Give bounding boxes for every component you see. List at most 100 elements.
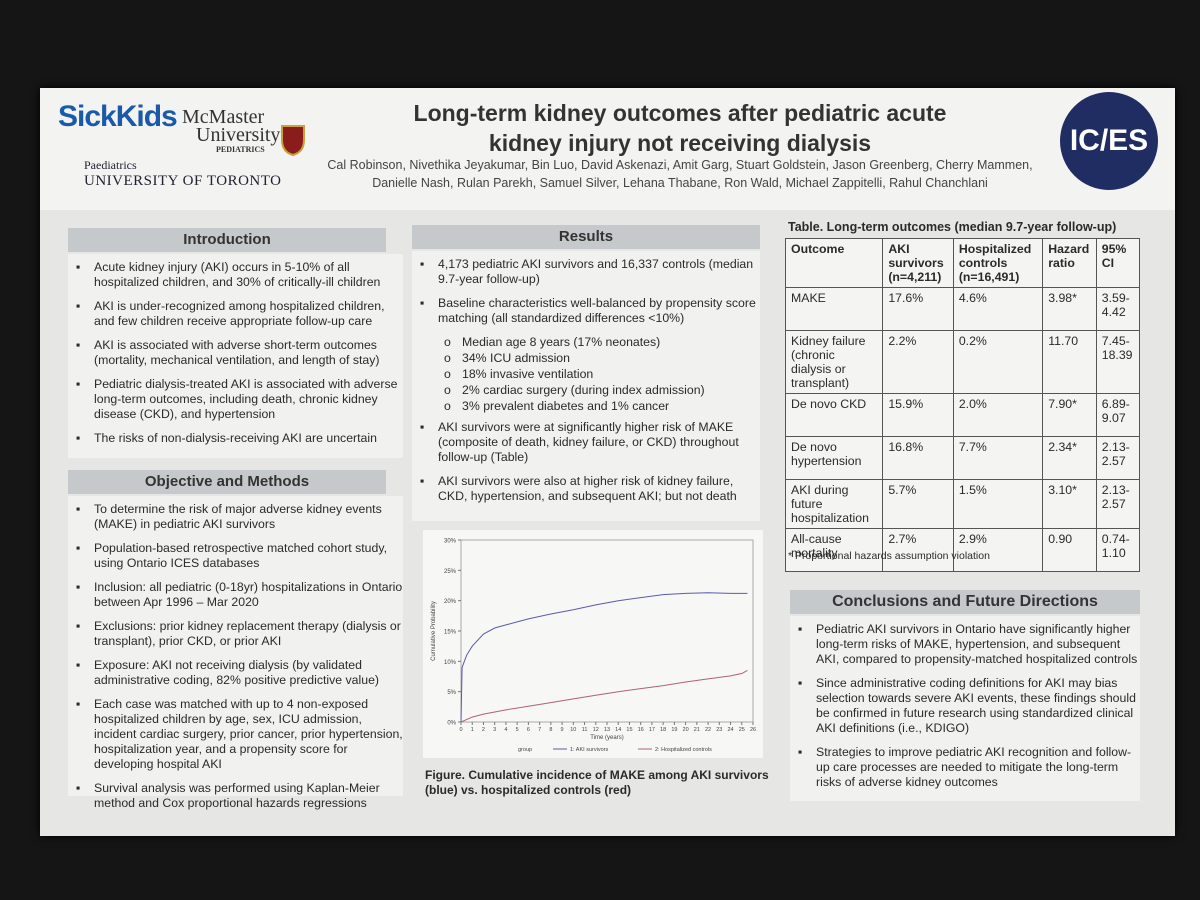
x-tick-label: 6 bbox=[527, 727, 530, 733]
x-tick-label: 8 bbox=[549, 727, 552, 733]
bullet: Baseline characteristics well-balanced b… bbox=[412, 296, 760, 326]
table-cell: AKI during future hospitalization bbox=[784, 479, 884, 529]
section-heading: Introduction bbox=[68, 228, 386, 252]
table-cell: 3.10* bbox=[1042, 479, 1097, 529]
table-cell: 16.8% bbox=[882, 436, 954, 480]
x-tick-label: 13 bbox=[604, 727, 610, 733]
legend-label: 2: Hospitalized controls bbox=[655, 747, 712, 753]
table-cell: 2.7% bbox=[882, 528, 954, 572]
logo-text: University bbox=[196, 124, 281, 146]
x-tick-label: 11 bbox=[582, 727, 588, 733]
y-tick-label: 15% bbox=[444, 630, 457, 636]
table-cell: 2.13-2.57 bbox=[1095, 479, 1141, 529]
bullet: Acute kidney injury (AKI) occurs in 5-10… bbox=[68, 260, 403, 290]
sub-bullet: 18% invasive ventilation bbox=[412, 367, 760, 382]
bullet: To determine the risk of major adverse k… bbox=[68, 502, 403, 532]
line-series bbox=[460, 592, 748, 723]
table-title: Table. Long-term outcomes (median 9.7-ye… bbox=[788, 220, 1117, 234]
x-tick-label: 9 bbox=[561, 727, 564, 733]
table-cell: De novo CKD bbox=[784, 393, 884, 437]
logo-text: McMaster bbox=[182, 106, 265, 128]
table-cell: De novo hypertension bbox=[784, 436, 884, 480]
legend-label: 1: AKI survivors bbox=[570, 747, 608, 753]
bullet: Each case was matched with up to 4 non-e… bbox=[68, 697, 403, 772]
title-line: Long-term kidney outcomes after pediatri… bbox=[413, 100, 947, 126]
table-cell: 0.90 bbox=[1042, 528, 1097, 572]
crest bbox=[281, 125, 305, 156]
author-line: Danielle Nash, Rulan Parekh, Samuel Silv… bbox=[372, 176, 988, 190]
figure: 0%5%10%15%20%25%30%0 1 2 3 4 5 6 7 8 9 10 11 12 13 14 1… bbox=[423, 530, 763, 758]
table-row: De novo CKD 15.9% 2.0% 7.90* 6.89-9.07 bbox=[784, 393, 1141, 437]
bullet: Population-based retrospective matched c… bbox=[68, 541, 403, 571]
table-cell: 11.70 bbox=[1042, 330, 1097, 394]
bullet: Pediatric AKI survivors in Ontario have … bbox=[790, 622, 1140, 667]
table-cell: MAKE bbox=[784, 287, 884, 331]
table-cell: 2.9% bbox=[952, 528, 1044, 572]
table-header-cell: AKI survivors (n=4,211) bbox=[882, 238, 954, 288]
x-tick-label: 24 bbox=[727, 727, 733, 733]
table-cell: 15.9% bbox=[882, 393, 954, 437]
table-row: AKI during future hospitalization 5.7% 1.5… bbox=[784, 479, 1141, 529]
table-cell: 2.0% bbox=[952, 393, 1044, 437]
x-tick-label: 12 bbox=[593, 727, 599, 733]
x-tick-label: 18 bbox=[660, 727, 666, 733]
table-header-cell: Hazard ratio bbox=[1042, 238, 1097, 288]
table-cell: 6.89-9.07 bbox=[1095, 393, 1141, 437]
x-tick-label: 21 bbox=[694, 727, 700, 733]
x-tick-label: 3 bbox=[493, 727, 496, 733]
title: Long-term kidney outcomes after pediatri… bbox=[330, 98, 1030, 158]
x-tick-label: 23 bbox=[716, 727, 722, 733]
table-row: MAKE 17.6% 4.6% 3.98* 3.59-4.42 bbox=[784, 287, 1141, 331]
x-tick-label: 17 bbox=[649, 727, 655, 733]
x-tick-label: 14 bbox=[615, 727, 621, 733]
logo-uoft: Paediatrics UNIVERSITY OF TORONTO bbox=[62, 158, 281, 190]
bullet: AKI survivors were also at higher risk o… bbox=[412, 474, 760, 504]
section-heading: Objective and Methods bbox=[68, 470, 386, 494]
table-cell: Kidney failure (chronic dialysis or tran… bbox=[784, 330, 884, 394]
table-cell: 7.45-18.39 bbox=[1095, 330, 1141, 394]
bullet-list: 4,173 pediatric AKI survivors and 16,337… bbox=[412, 257, 760, 504]
y-axis-label: Cumulative Probability bbox=[431, 601, 437, 661]
sub-bullet: 34% ICU admission bbox=[412, 351, 760, 366]
figure-caption: Figure. Cumulative incidence of MAKE amo… bbox=[425, 768, 769, 797]
table-cell: 3.59-4.42 bbox=[1095, 287, 1141, 331]
x-tick-label: 20 bbox=[683, 727, 689, 733]
bullet: 4,173 pediatric AKI survivors and 16,337… bbox=[412, 257, 760, 287]
table-cell: 2.2% bbox=[882, 330, 954, 394]
x-tick-label: 15 bbox=[626, 727, 632, 733]
logo-sickkids: SickKids bbox=[58, 100, 178, 133]
section-box: To determine the risk of major adverse k… bbox=[68, 496, 403, 810]
x-tick-label: 5 bbox=[516, 727, 519, 733]
table-cell: 0.74-1.10 bbox=[1095, 528, 1141, 572]
x-tick-label: 22 bbox=[705, 727, 711, 733]
table-cell: 7.90* bbox=[1042, 393, 1097, 437]
bullet: AKI is under-recognized among hospitaliz… bbox=[68, 299, 403, 329]
logo-text: PEDIATRICS bbox=[216, 145, 265, 154]
sub-bullet: 2% cardiac surgery (during index admissi… bbox=[412, 383, 760, 398]
section-box: 4,173 pediatric AKI survivors and 16,337… bbox=[412, 251, 760, 521]
table-header-cell: 95% CI bbox=[1095, 238, 1141, 288]
logo-ices: IC/ES bbox=[1060, 92, 1158, 190]
y-tick-label: 0% bbox=[447, 721, 456, 727]
y-tick-label: 20% bbox=[444, 599, 457, 605]
section-box: Pediatric AKI survivors in Ontario have … bbox=[790, 616, 1140, 801]
poster: SickKids McMaster University PEDIATRICS … bbox=[40, 88, 1175, 836]
y-tick-label: 10% bbox=[444, 660, 457, 666]
table-cell: 2.13-2.57 bbox=[1095, 436, 1141, 480]
y-tick-label: 30% bbox=[444, 539, 457, 545]
section-heading: Conclusions and Future Directions bbox=[790, 590, 1140, 614]
table-cell: 1.5% bbox=[952, 479, 1044, 529]
bullet-list: Acute kidney injury (AKI) occurs in 5-10… bbox=[68, 260, 403, 446]
table-cell: 2.34* bbox=[1042, 436, 1097, 480]
y-tick-label: 25% bbox=[444, 569, 457, 575]
x-tick-label: 16 bbox=[638, 727, 644, 733]
table-cell: All-cause mortality bbox=[784, 528, 884, 572]
bullet: Survival analysis was performed using Ka… bbox=[68, 781, 403, 811]
bullet: AKI is associated with adverse short-ter… bbox=[68, 338, 403, 368]
x-tick-label: 25 bbox=[739, 727, 745, 733]
bullet: Exclusions: prior kidney replacement the… bbox=[68, 619, 403, 649]
bullet: Pediatric dialysis-treated AKI is associ… bbox=[68, 377, 403, 422]
x-axis-label: Time (years) bbox=[590, 735, 623, 741]
table-cell: 0.2% bbox=[952, 330, 1044, 394]
author-line: Cal Robinson, Nivethika Jeyakumar, Bin L… bbox=[327, 158, 1033, 172]
